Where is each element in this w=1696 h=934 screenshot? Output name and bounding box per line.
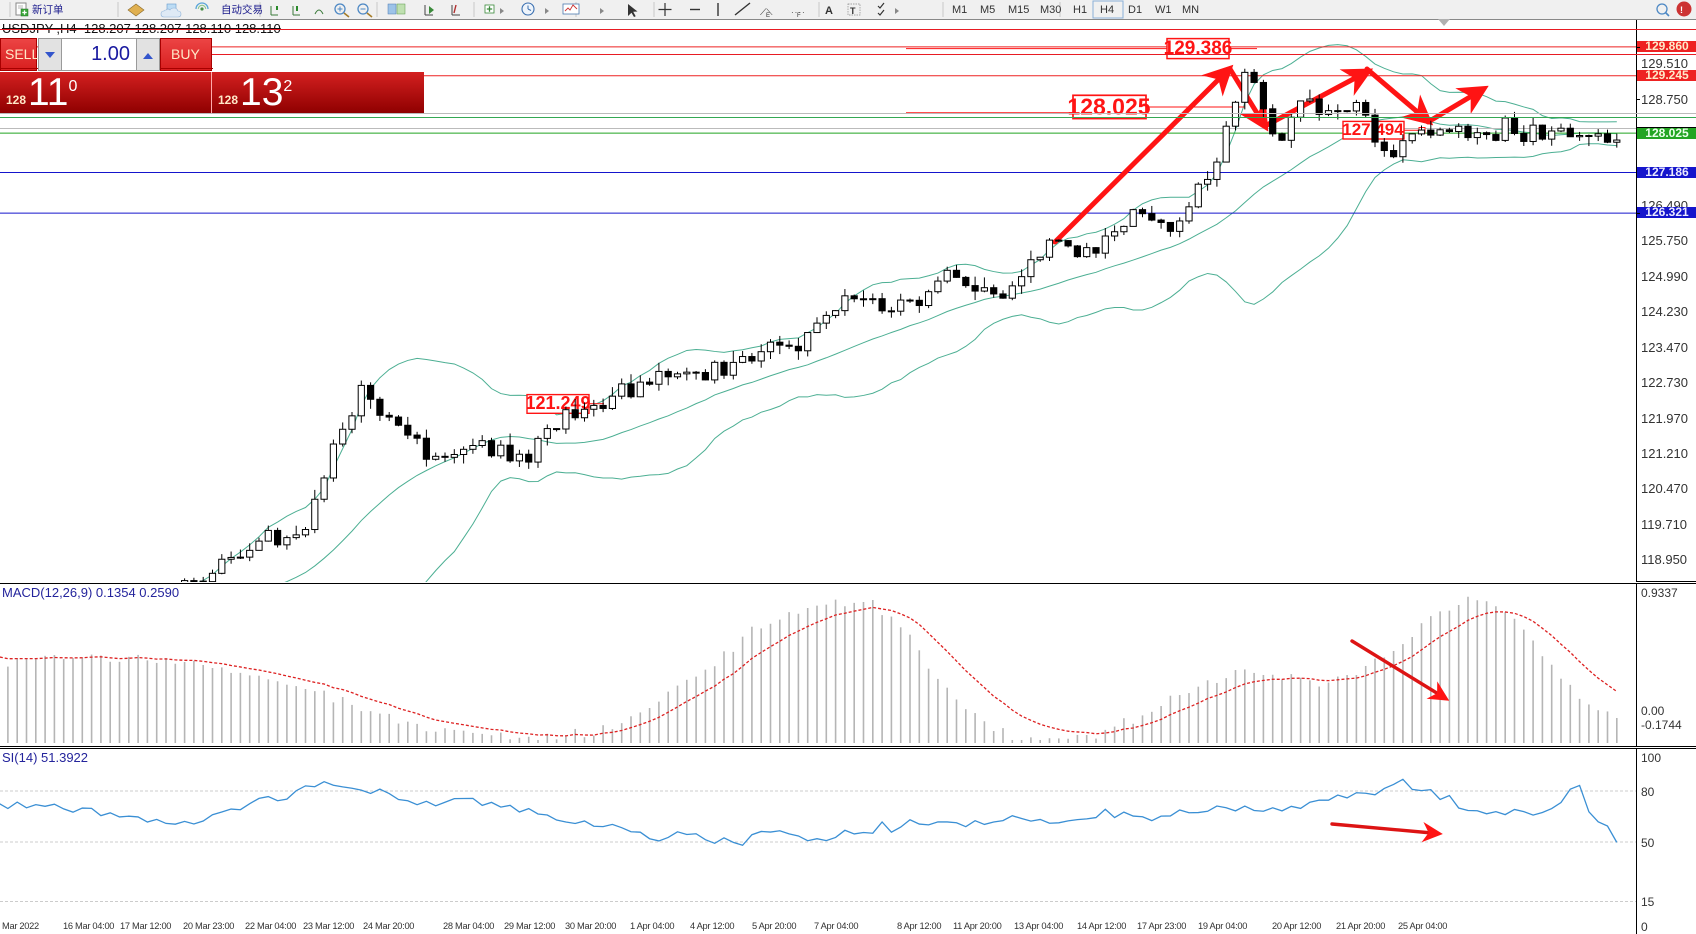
svg-text:M15: M15 xyxy=(1008,4,1029,16)
svg-text:!: ! xyxy=(1680,5,1683,15)
svg-text:MN: MN xyxy=(1182,4,1199,16)
svg-text:121.249: 121.249 xyxy=(525,393,590,413)
svg-text:M30: M30 xyxy=(1040,4,1061,16)
svg-text:A: A xyxy=(825,5,833,17)
svg-text:F: F xyxy=(797,13,801,19)
svg-text:自动交易: 自动交易 xyxy=(221,3,263,16)
svg-text:M1: M1 xyxy=(952,4,967,16)
svg-text:H1: H1 xyxy=(1073,4,1087,16)
svg-text:E: E xyxy=(766,13,770,19)
svg-text:W1: W1 xyxy=(1155,4,1172,16)
svg-text:T: T xyxy=(850,6,856,16)
svg-text:D1: D1 xyxy=(1128,4,1142,16)
svg-text:M5: M5 xyxy=(980,4,995,16)
svg-text:H4: H4 xyxy=(1100,4,1114,16)
svg-text:新订单: 新订单 xyxy=(32,3,64,16)
